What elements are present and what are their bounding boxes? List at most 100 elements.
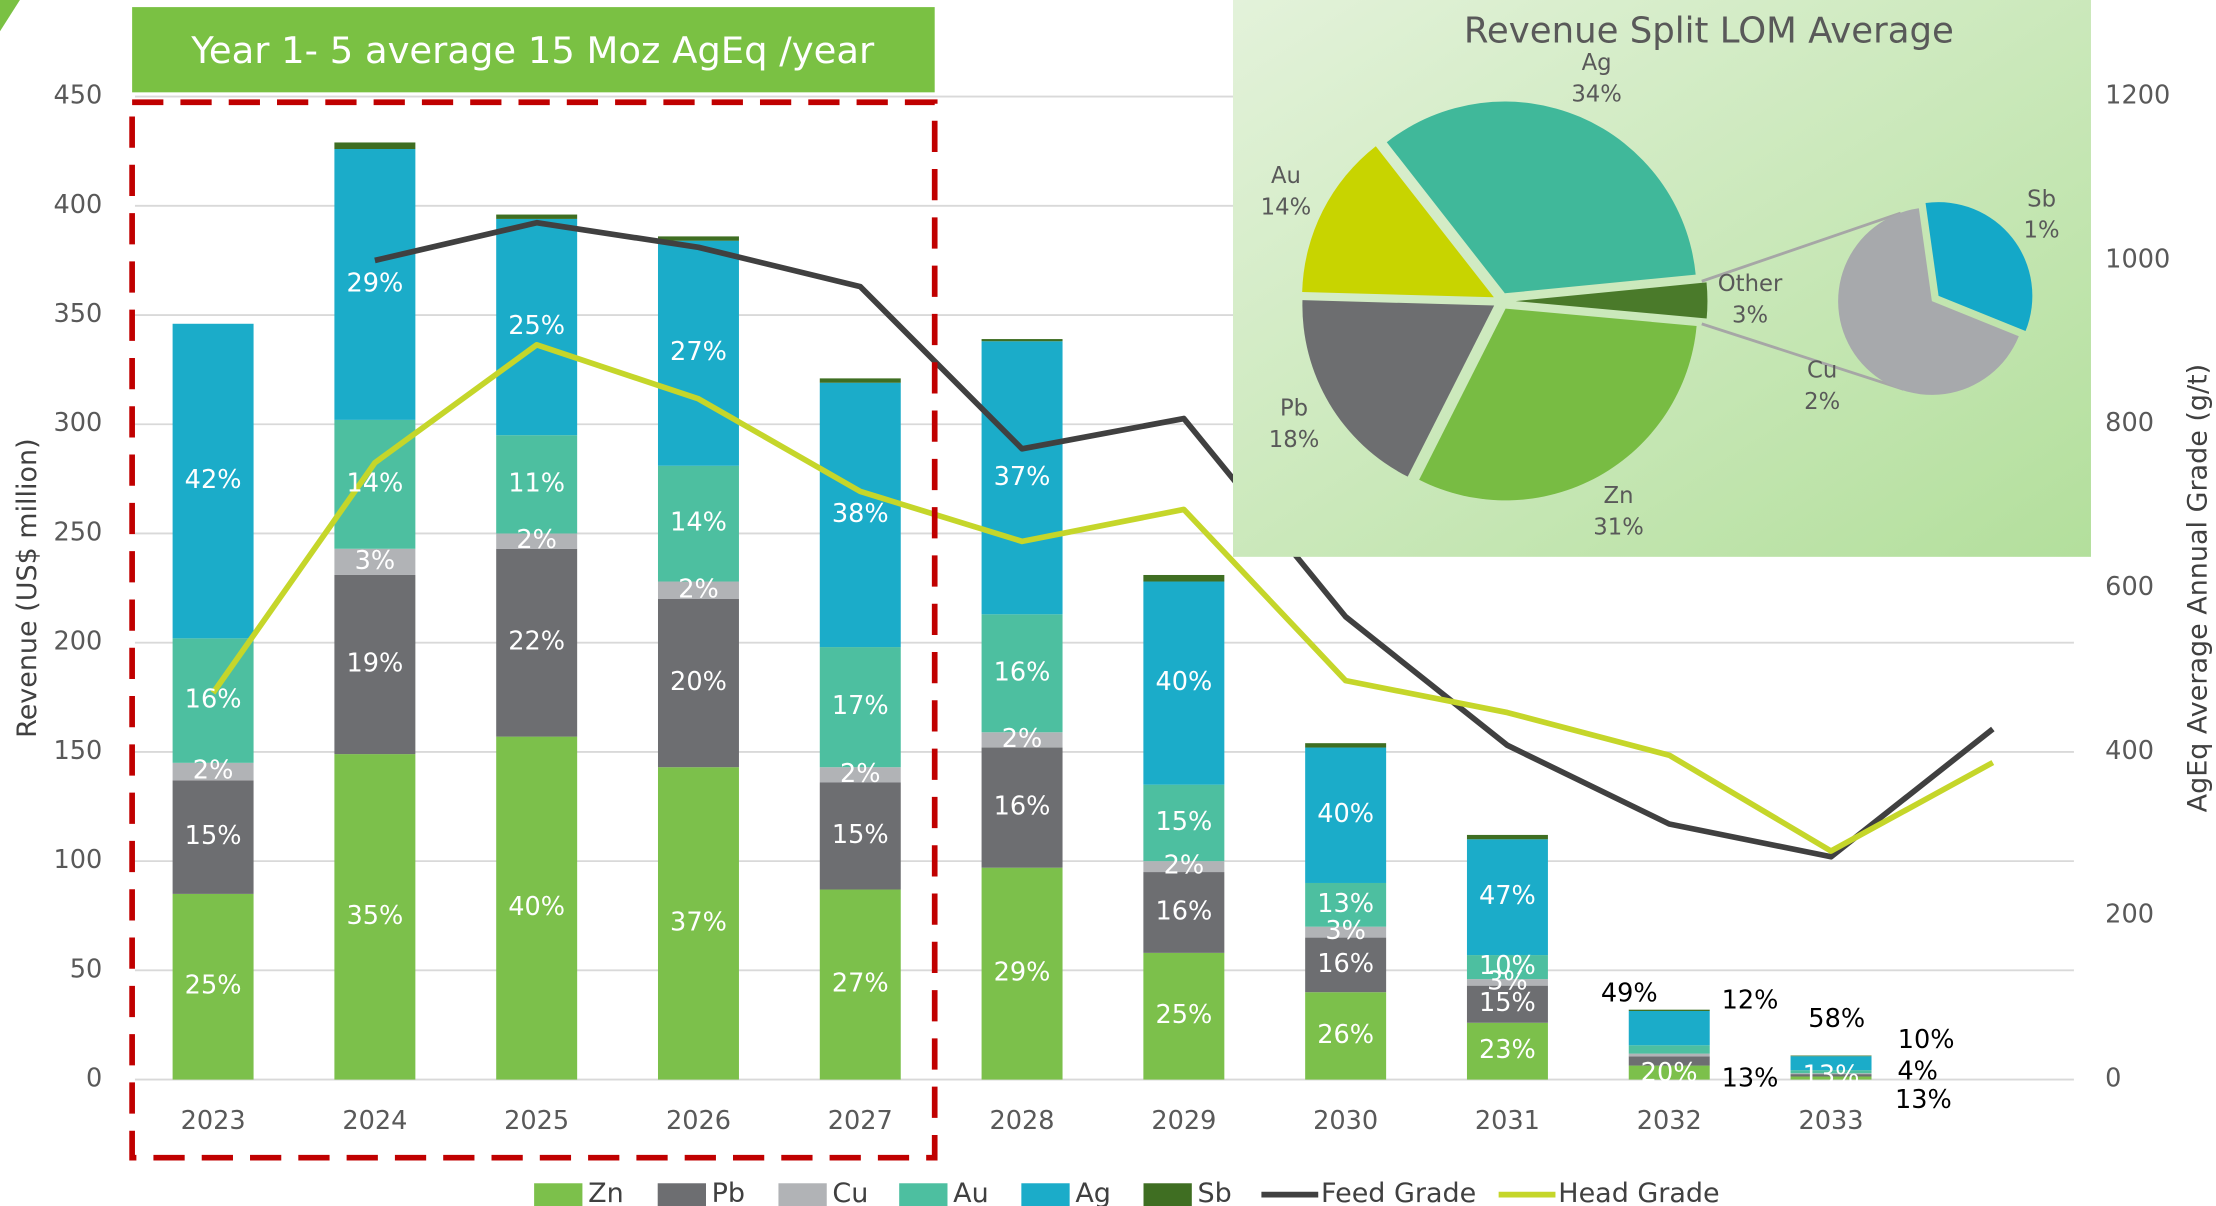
pie-label: Au (1271, 163, 1301, 189)
grade-line (374, 219, 1995, 860)
bar-segment (1143, 861, 1225, 873)
y-axis-title: Revenue (US$ million) (12, 438, 43, 737)
legend-label: Feed Grade (1321, 1178, 1476, 1206)
bar-segment (496, 548, 578, 737)
share-label: 37% (670, 907, 727, 937)
share-label: 17% (832, 691, 889, 721)
x-tick-label: 2026 (666, 1106, 731, 1136)
share-label: 23% (1479, 1035, 1536, 1065)
bar-segment (657, 240, 739, 466)
share-label: 3% (1325, 916, 1366, 946)
share-label: 20% (670, 667, 727, 697)
highlight-frame (129, 99, 938, 1161)
share-label: 2% (193, 756, 234, 786)
legend-swatch (1143, 1183, 1192, 1206)
bar-segment (819, 382, 901, 648)
bar-segment (981, 747, 1063, 868)
grade-line (210, 341, 1995, 854)
bar-segment (1790, 1056, 1872, 1071)
legend-label: Head Grade (1558, 1178, 1719, 1206)
share-label: 2% (1164, 851, 1205, 881)
pie-title: Revenue Split LOM Average (1464, 11, 1954, 52)
y2-axis-title: AgEq Average Annual Grade (g/t) (2182, 364, 2213, 813)
bar-segment (1305, 926, 1387, 938)
bar-segment (981, 339, 1063, 342)
share-label: 4% (1897, 1056, 1938, 1086)
bar-segment (1466, 979, 1548, 986)
legend-swatch (534, 1183, 583, 1206)
bar-segment (334, 574, 416, 755)
share-label: 25% (1155, 1000, 1212, 1030)
bar-segment (1628, 1053, 1710, 1057)
share-label: 15% (832, 820, 889, 850)
bar-segment (819, 767, 901, 783)
share-label: 2% (516, 525, 557, 555)
share-label: 40% (1317, 799, 1374, 829)
bar-segment (1790, 1076, 1872, 1080)
share-label: 47% (1479, 881, 1536, 911)
pie-label: Pb (1280, 396, 1308, 422)
pie-inset: Revenue Split LOM Average Ag 34% Other 3% Zn… (1233, 0, 2091, 557)
bar-segment (657, 767, 739, 1080)
bar-segment (496, 214, 578, 219)
bar-segment (172, 893, 254, 1080)
legend-swatch (778, 1183, 827, 1206)
share-label: 16% (185, 685, 242, 715)
share-label: 27% (670, 337, 727, 367)
pie-label: Sb (2027, 186, 2056, 212)
bar-segment (1790, 1055, 1872, 1057)
y-tick-label: 100 (54, 845, 103, 875)
share-label: 11% (508, 468, 565, 498)
x-tick-label: 2032 (1637, 1106, 1702, 1136)
legend-swatch (657, 1183, 706, 1206)
pie-slice (1386, 101, 1696, 294)
share-label: 15% (1155, 807, 1212, 837)
y-tick-label: 300 (54, 408, 103, 438)
pie-label: Cu (1807, 358, 1837, 384)
legend-label: Au (953, 1178, 989, 1206)
legend-swatch (899, 1183, 948, 1206)
bar-segment (1305, 992, 1387, 1080)
bar-segment (981, 732, 1063, 748)
y-tick-label: 350 (54, 299, 103, 329)
bar-segment (334, 754, 416, 1080)
bar-segment (1466, 955, 1548, 980)
banner (132, 7, 935, 93)
y-tick-label: 0 (86, 1064, 102, 1094)
share-label: 29% (346, 268, 403, 298)
bar-segment (981, 614, 1063, 733)
bar-segment (1305, 747, 1387, 883)
legend-label: Cu (832, 1178, 868, 1206)
legend-label: Sb (1197, 1178, 1231, 1206)
banner-text: Year 1- 5 average 15 Moz AgEq /year (190, 29, 875, 72)
pie-slice (1302, 146, 1494, 298)
share-label: 2% (678, 574, 719, 604)
share-label: 13% (1803, 1061, 1860, 1091)
bar-segment (1790, 1074, 1872, 1077)
legend-swatch (1021, 1183, 1070, 1206)
share-label: 49% (1601, 978, 1658, 1008)
share-label: 25% (185, 971, 242, 1001)
bar-segment (1466, 985, 1548, 1023)
pie-label: Ag (1582, 50, 1612, 76)
bar-segment (1790, 1073, 1872, 1075)
bar-segment (1466, 839, 1548, 956)
share-label: 26% (1317, 1020, 1374, 1050)
bar-segment (981, 867, 1063, 1080)
legend-label: Pb (712, 1178, 745, 1206)
share-label: 40% (508, 892, 565, 922)
bar-segment (819, 889, 901, 1080)
share-label: 16% (994, 657, 1051, 687)
bar-segment (1143, 952, 1225, 1080)
x-tick-label: 2027 (828, 1106, 893, 1136)
y2-tick-label: 1000 (2105, 244, 2170, 274)
pie-value-label: 31% (1593, 514, 1644, 540)
share-label: 29% (994, 958, 1051, 988)
bar-segment (172, 762, 254, 781)
bar-segment (1143, 784, 1225, 862)
legend-label: Zn (588, 1178, 624, 1206)
bar-segment (819, 378, 901, 383)
share-label: 42% (185, 465, 242, 495)
x-tick-label: 2025 (504, 1106, 569, 1136)
pie-slice (1419, 308, 1697, 501)
